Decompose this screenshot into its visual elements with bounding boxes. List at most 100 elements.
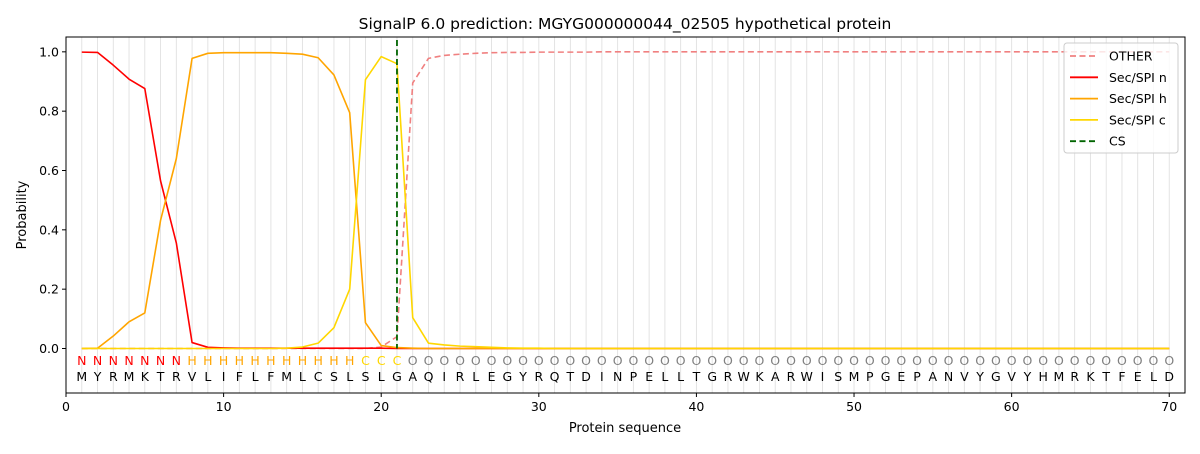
legend: OTHER Sec/SPI n Sec/SPI h Sec/SPI c CS — [1063, 42, 1179, 154]
residue-label: L — [1150, 369, 1157, 384]
residue-label: M — [849, 369, 860, 384]
region-label: O — [755, 353, 765, 368]
residue-label: N — [944, 369, 953, 384]
region-label: N — [156, 353, 165, 368]
region-label: H — [329, 353, 338, 368]
residue-label: L — [472, 369, 479, 384]
residue-label: S — [330, 369, 338, 384]
series-layer — [81, 40, 1170, 350]
region-label: N — [140, 353, 149, 368]
x-tick-label: 70 — [1161, 399, 1177, 414]
residue-label: R — [1070, 369, 1079, 384]
region-label: N — [124, 353, 133, 368]
region-label: O — [424, 353, 434, 368]
residue-label: F — [1118, 369, 1125, 384]
region-label: O — [723, 353, 733, 368]
region-label: O — [628, 353, 638, 368]
x-tick-label: 0 — [62, 399, 70, 414]
region-label: O — [833, 353, 843, 368]
residue-label: L — [252, 369, 259, 384]
region-label: H — [203, 353, 212, 368]
residue-label: S — [834, 369, 842, 384]
residue-label: D — [1164, 369, 1174, 384]
region-label: O — [802, 353, 812, 368]
region-label: H — [187, 353, 196, 368]
plot-frame — [65, 36, 1186, 394]
series-line — [81, 51, 1170, 350]
residue-label: F — [267, 369, 274, 384]
y-tick-label: 0.0 — [39, 341, 59, 356]
region-label: H — [235, 353, 244, 368]
region-label: O — [786, 353, 796, 368]
residue-label: L — [378, 369, 385, 384]
region-label: O — [1149, 353, 1159, 368]
residue-label: I — [222, 369, 226, 384]
region-label: O — [439, 353, 449, 368]
x-tick-label: 30 — [531, 399, 547, 414]
region-label: O — [739, 353, 749, 368]
residue-label: Q — [424, 369, 434, 384]
region-label: C — [377, 353, 386, 368]
region-label: O — [991, 353, 1001, 368]
region-label: H — [345, 353, 354, 368]
y-axis-label: Probability — [15, 180, 30, 249]
residue-label: E — [897, 369, 905, 384]
region-label: O — [1164, 353, 1174, 368]
y-tick-label: 0.2 — [39, 282, 59, 297]
region-label: O — [975, 353, 985, 368]
residue-label: E — [645, 369, 653, 384]
residue-label: S — [361, 369, 369, 384]
region-label: C — [393, 353, 402, 368]
region-label: O — [408, 353, 418, 368]
residue-label: A — [408, 369, 417, 384]
region-label: O — [1054, 353, 1064, 368]
region-label: N — [77, 353, 86, 368]
residue-label: G — [881, 369, 891, 384]
region-label: O — [944, 353, 954, 368]
residue-label: M — [1054, 369, 1065, 384]
region-label: N — [109, 353, 118, 368]
x-tick-label: 10 — [216, 399, 232, 414]
residue-label: Q — [550, 369, 560, 384]
residue-label: G — [991, 369, 1001, 384]
residue-label: E — [488, 369, 496, 384]
region-label: O — [613, 353, 623, 368]
residue-label: M — [76, 369, 87, 384]
region-label: O — [1086, 353, 1096, 368]
legend-label: Sec/SPI c — [1109, 112, 1166, 127]
residue-label: C — [314, 369, 323, 384]
region-label: O — [881, 353, 891, 368]
residue-label: R — [787, 369, 796, 384]
residue-label: I — [821, 369, 825, 384]
region-label: O — [1038, 353, 1048, 368]
region-label: H — [282, 353, 291, 368]
residue-label: N — [613, 369, 622, 384]
region-label: O — [1117, 353, 1127, 368]
region-label: O — [455, 353, 465, 368]
region-label: O — [707, 353, 717, 368]
region-label: O — [581, 353, 591, 368]
region-label: N — [93, 353, 102, 368]
region-label: O — [1007, 353, 1017, 368]
residue-label: Y — [1023, 369, 1032, 384]
residue-label: G — [392, 369, 402, 384]
y-tick-label: 0.8 — [39, 104, 59, 119]
grid-layer — [81, 37, 1170, 393]
region-label: O — [770, 353, 780, 368]
residue-label: G — [502, 369, 512, 384]
residue-label: I — [442, 369, 446, 384]
x-tick-label: 50 — [846, 399, 862, 414]
region-label: O — [1070, 353, 1080, 368]
residue-label: K — [1086, 369, 1095, 384]
residue-label: V — [188, 369, 197, 384]
region-label: O — [1022, 353, 1032, 368]
x-tick-label: 40 — [688, 399, 704, 414]
series-line — [81, 51, 1170, 350]
region-label: H — [250, 353, 259, 368]
region-label: O — [865, 353, 875, 368]
region-label: H — [298, 353, 307, 368]
region-label: O — [518, 353, 528, 368]
residue-label: K — [141, 369, 150, 384]
region-label: N — [172, 353, 181, 368]
y-tick-label: 0.4 — [39, 222, 59, 237]
